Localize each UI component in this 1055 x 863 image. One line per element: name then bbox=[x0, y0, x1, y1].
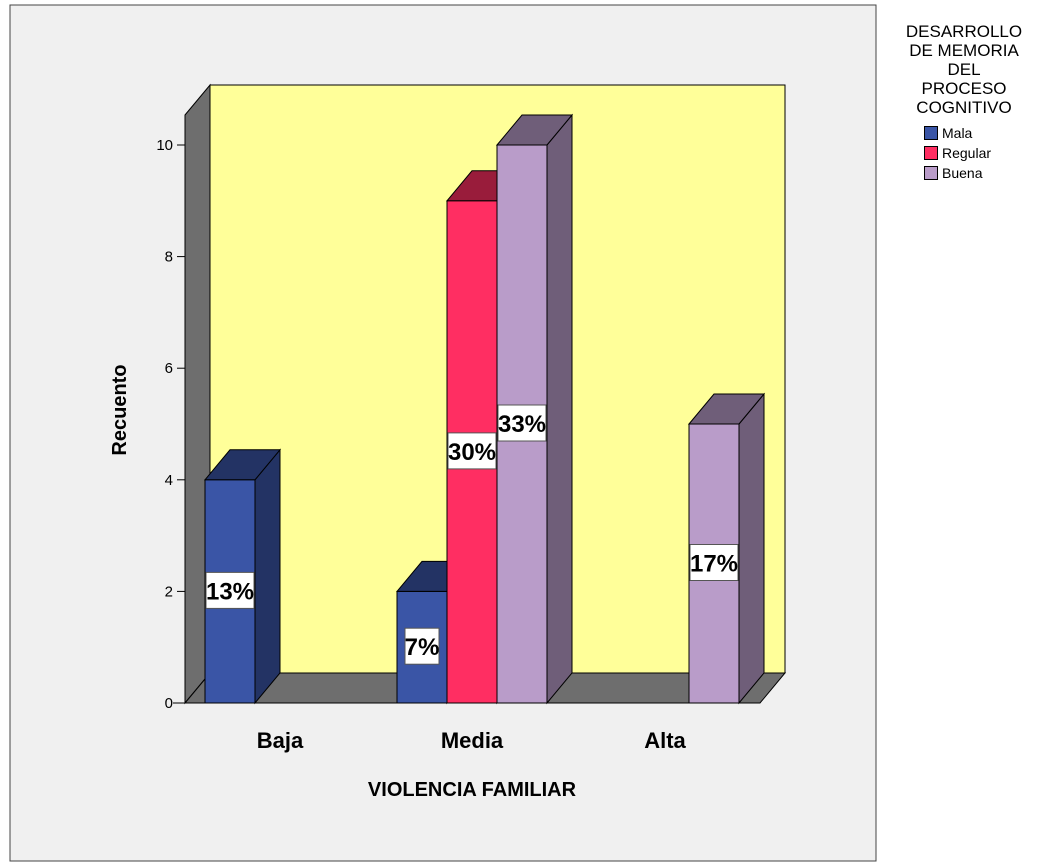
data-label-box bbox=[689, 544, 739, 581]
bar-side bbox=[254, 448, 281, 705]
bars: 13% 7% 30%33% 17% bbox=[203, 113, 766, 705]
legend-item: Mala bbox=[924, 123, 1054, 143]
data-label: 13% bbox=[205, 571, 255, 609]
legend-label: Mala bbox=[942, 125, 973, 141]
data-label: 33% bbox=[497, 404, 547, 442]
data-label-text: 30% bbox=[448, 439, 496, 466]
data-label-text: 7% bbox=[405, 634, 440, 661]
x-tick-label: Media bbox=[441, 728, 504, 753]
y-tick-label: 6 bbox=[165, 360, 173, 377]
legend-item: Regular bbox=[924, 143, 1054, 163]
data-label: 17% bbox=[689, 544, 739, 581]
y-tick-label: 10 bbox=[156, 137, 173, 154]
data-label-box bbox=[205, 571, 255, 609]
x-axis: Baja Media Alta bbox=[257, 728, 687, 753]
legend-swatch bbox=[924, 166, 938, 180]
y-tick-label: 4 bbox=[165, 472, 173, 489]
data-label: 30% bbox=[447, 432, 497, 470]
bar-side bbox=[546, 113, 573, 705]
data-label-box bbox=[404, 627, 440, 665]
x-tick-label: Baja bbox=[257, 728, 304, 753]
x-axis-title: VIOLENCIA FAMILIAR bbox=[368, 779, 577, 801]
y-axis-title: Recuento bbox=[109, 364, 131, 455]
legend-label: Buena bbox=[942, 165, 983, 181]
bar-side bbox=[738, 392, 765, 705]
x-tick-label: Alta bbox=[644, 728, 686, 753]
data-label-box bbox=[447, 432, 497, 470]
legend-items: Mala Regular Buena bbox=[884, 123, 1054, 183]
y-tick-label: 2 bbox=[165, 583, 173, 600]
bar-top bbox=[687, 393, 766, 425]
data-label-text: 17% bbox=[690, 551, 738, 578]
legend-item: Buena bbox=[924, 163, 1054, 183]
legend-swatch bbox=[924, 146, 938, 160]
bar-top bbox=[203, 449, 282, 481]
bar-top bbox=[495, 114, 574, 146]
data-label-box bbox=[497, 404, 547, 442]
y-tick-label: 0 bbox=[165, 695, 173, 712]
y-tick-label: 8 bbox=[165, 249, 173, 266]
legend: DESARROLLO DE MEMORIA DEL PROCESO COGNIT… bbox=[884, 22, 1054, 183]
data-label: 7% bbox=[404, 627, 440, 665]
y-axis: 0 2 4 6 8 10 bbox=[156, 137, 185, 712]
legend-label: Regular bbox=[942, 145, 992, 161]
data-label-text: 13% bbox=[206, 578, 254, 605]
data-label-text: 33% bbox=[498, 411, 546, 438]
legend-title: DESARROLLO DE MEMORIA DEL PROCESO COGNIT… bbox=[905, 22, 1023, 117]
legend-swatch bbox=[924, 126, 938, 140]
